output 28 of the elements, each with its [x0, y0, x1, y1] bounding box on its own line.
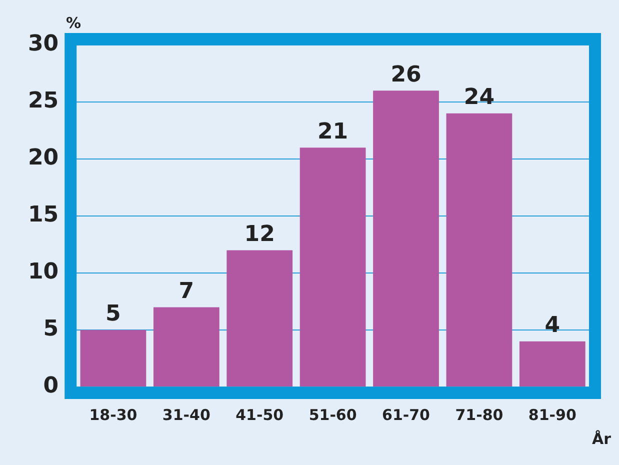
- bar: [300, 148, 366, 386]
- bar: [519, 341, 586, 386]
- bar: [226, 250, 293, 386]
- y-tick-label: 0: [43, 374, 59, 399]
- y-tick-label: 10: [28, 260, 59, 285]
- x-tick-label: 41-50: [236, 406, 284, 424]
- x-tick-label: 31-40: [162, 406, 210, 424]
- y-tick-label: 20: [28, 146, 59, 171]
- x-tick-label: 71-80: [455, 406, 504, 424]
- bar: [153, 307, 220, 386]
- y-tick-label: 15: [28, 202, 59, 228]
- x-tick-label: 51-60: [308, 406, 357, 424]
- y-axis-title: %: [66, 14, 82, 32]
- bar: [80, 330, 146, 386]
- x-tick-label: 81-90: [528, 406, 576, 424]
- bar: [446, 113, 512, 386]
- data-label: 12: [244, 222, 275, 247]
- data-label: 5: [106, 302, 121, 327]
- data-label: 7: [178, 278, 194, 304]
- x-tick-label: 18-30: [89, 406, 138, 424]
- y-tick-label: 25: [28, 88, 59, 114]
- y-tick-label: 30: [28, 32, 59, 57]
- y-tick-label: 5: [43, 316, 59, 342]
- bar: [373, 90, 439, 386]
- data-label: 21: [317, 119, 348, 144]
- data-label: 26: [390, 62, 422, 88]
- x-tick-label: 61-70: [382, 406, 430, 424]
- x-axis-title: År: [592, 430, 611, 448]
